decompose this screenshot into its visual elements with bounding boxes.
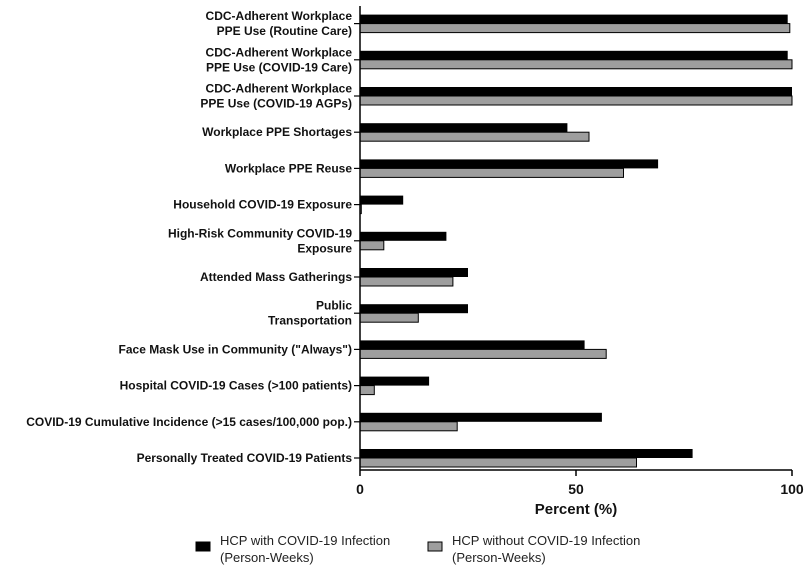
bar-with-infection	[360, 231, 447, 241]
bar-with-infection	[360, 376, 430, 386]
x-tick-label: 100	[780, 481, 804, 497]
bar-without-infection	[359, 457, 637, 468]
category-label: COVID-19 Cumulative Incidence (>15 cases…	[26, 415, 352, 429]
bar-with-infection	[360, 340, 585, 350]
category-label: Attended Mass Gatherings	[200, 270, 352, 284]
bar-without-infection	[359, 312, 419, 323]
x-tick-label: 50	[568, 481, 584, 497]
bar-with-infection	[360, 304, 468, 314]
category-label: High-Risk Community COVID-19 Exposure	[168, 226, 352, 255]
bar-with-infection	[360, 87, 792, 96]
category-label: CDC-Adherent Workplace PPE Use (COVID-19 …	[206, 45, 353, 74]
category-label: Workplace PPE Reuse	[225, 161, 352, 175]
legend: HCP with COVID-19 Infection (Person-Weeks…	[195, 533, 640, 565]
category-label: Personally Treated COVID-19 Patients	[137, 451, 353, 465]
bar-with-infection	[360, 412, 602, 422]
x-tick-label: 0	[356, 481, 364, 497]
category-label: Public Transportation	[268, 299, 352, 328]
bar-with-infection	[360, 14, 788, 24]
bar-without-infection	[359, 276, 454, 287]
category-label: Household COVID-19 Exposure	[173, 198, 352, 212]
bar-with-infection	[360, 195, 404, 205]
legend-label-with-infection: HCP with COVID-19 Infection (Person-Weeks…	[220, 533, 390, 565]
legend-swatch-without-infection	[427, 541, 443, 552]
category-label: Face Mask Use in Community ("Always")	[119, 342, 352, 356]
bar-with-infection	[360, 123, 568, 133]
bar-with-infection	[360, 50, 788, 60]
legend-label-without-infection: HCP without COVID-19 Infection (Person-We…	[452, 533, 640, 565]
bar-without-infection	[359, 240, 385, 251]
bar-without-infection	[359, 131, 590, 142]
x-axis: 0 50 100	[354, 6, 804, 497]
bar-without-infection	[359, 348, 607, 359]
category-label: CDC-Adherent Workplace PPE Use (Routine C…	[206, 9, 353, 38]
category-label: Hospital COVID-19 Cases (>100 patients)	[120, 379, 352, 393]
category-label: Workplace PPE Shortages	[202, 125, 352, 139]
category-labels: CDC-Adherent Workplace PPE Use (Routine C…	[26, 9, 352, 465]
bar-without-infection	[359, 23, 791, 34]
bar-without-infection	[359, 167, 624, 178]
bar-with-infection	[360, 449, 693, 458]
bar-without-infection	[359, 59, 793, 70]
x-axis-title: Percent (%)	[535, 501, 618, 518]
bars	[359, 14, 793, 468]
legend-swatch-with-infection	[195, 541, 211, 552]
category-label: CDC-Adherent Workplace PPE Use (COVID-19 …	[200, 82, 352, 111]
bar-without-infection	[359, 95, 793, 106]
bar-with-infection	[360, 268, 468, 277]
bar-without-infection	[359, 421, 458, 432]
bar-without-infection	[359, 385, 375, 396]
bar-with-infection	[360, 159, 659, 169]
